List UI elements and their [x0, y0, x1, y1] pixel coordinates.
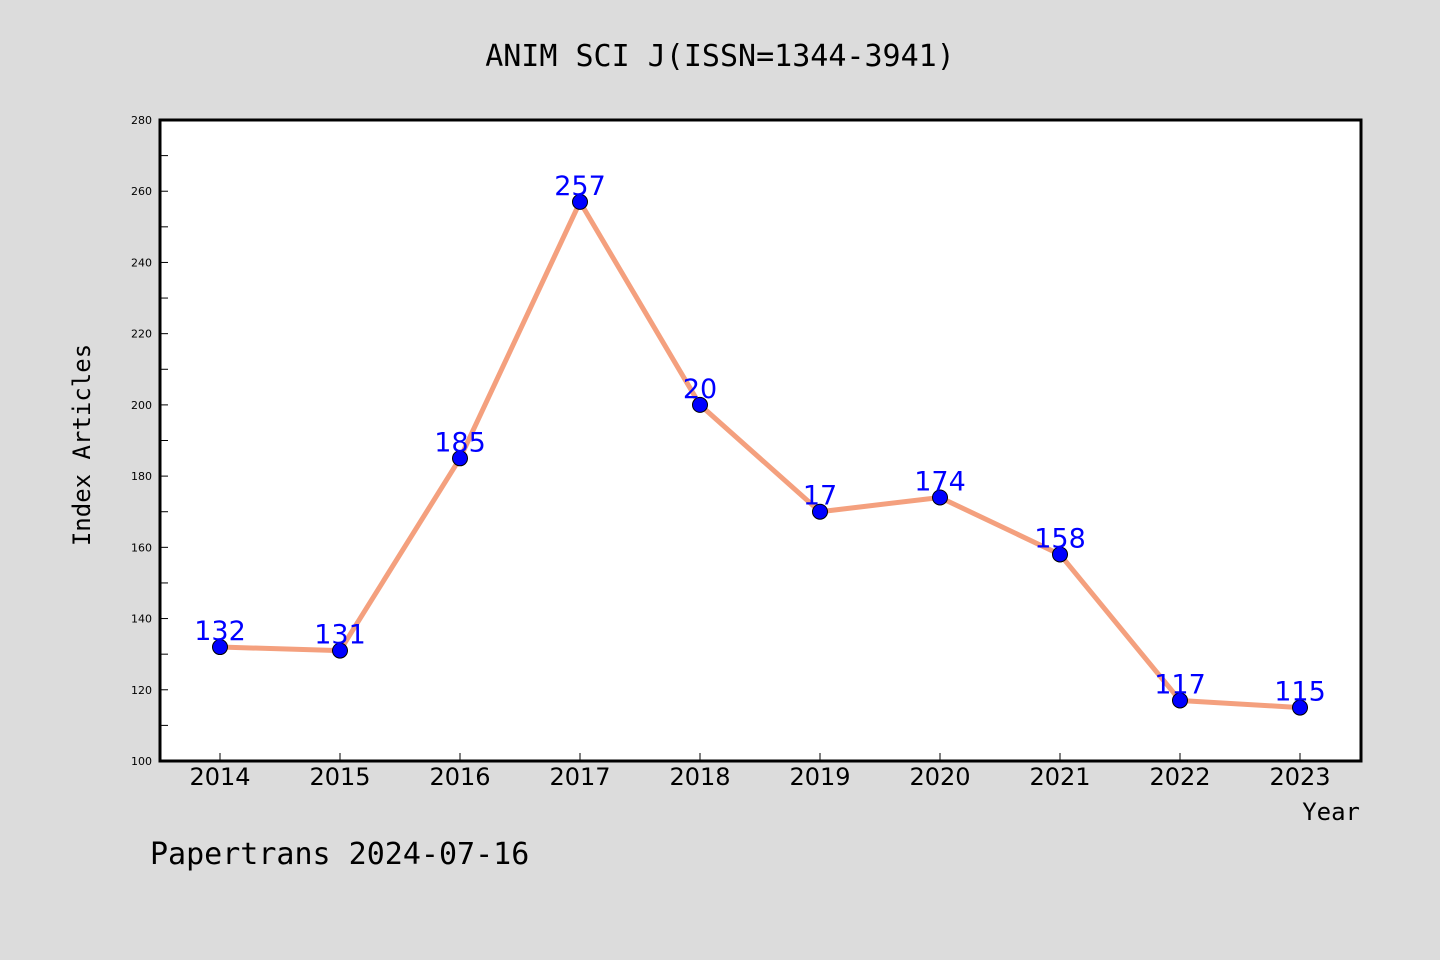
data-point [572, 193, 588, 210]
data-label: 117 [1154, 669, 1206, 700]
x-tick-label: 2018 [669, 763, 730, 791]
y-tick-label: 260 [131, 185, 152, 198]
plot-frame [158, 118, 1363, 763]
data-label: 132 [194, 616, 246, 647]
y-axis-ticks: 100 120 140 160 180 200 220 240 260 280 [131, 114, 168, 768]
chart-title: ANIM SCI J(ISSN=1344-3941) [485, 39, 955, 74]
data-label: 115 [1274, 677, 1326, 708]
x-tick-label: 2021 [1029, 763, 1090, 791]
data-labels: 132 131 185 257 20 17 174 158 117 115 [194, 171, 1326, 708]
data-point [452, 450, 468, 467]
data-label: 17 [803, 481, 837, 512]
data-label: 185 [434, 427, 486, 458]
y-tick-label: 280 [131, 114, 152, 127]
data-point [1292, 699, 1308, 716]
x-axis-label: Year [1302, 798, 1360, 826]
x-tick-label: 2020 [909, 763, 970, 791]
y-tick-label: 140 [131, 613, 152, 626]
plot-area [160, 120, 1361, 761]
data-point [1052, 546, 1068, 563]
x-axis-ticks: 2014 2015 2016 2017 2018 2019 2020 2021 2022 2023 [189, 753, 1331, 791]
y-tick-label: 100 [131, 755, 152, 768]
y-tick-label: 120 [131, 684, 152, 697]
x-tick-label: 2022 [1149, 763, 1210, 791]
y-tick-label: 180 [131, 470, 152, 483]
x-tick-label: 2016 [429, 763, 490, 791]
y-tick-label: 160 [131, 541, 152, 554]
series-line [217, 199, 1303, 711]
x-tick-label: 2023 [1269, 763, 1330, 791]
x-tick-label: 2017 [549, 763, 610, 791]
data-point [332, 642, 348, 659]
data-label: 257 [554, 171, 606, 202]
data-label: 158 [1034, 523, 1086, 554]
data-label: 131 [314, 620, 366, 651]
data-label: 174 [914, 466, 966, 497]
x-tick-label: 2019 [789, 763, 850, 791]
y-tick-label: 240 [131, 256, 152, 269]
data-point [932, 489, 948, 506]
footer-watermark: Papertrans 2024-07-16 [150, 837, 529, 872]
data-point [692, 396, 708, 413]
y-tick-label: 220 [131, 328, 152, 341]
data-point [812, 503, 828, 520]
y-tick-label: 200 [131, 399, 152, 412]
data-label: 20 [683, 374, 717, 405]
data-point [212, 639, 228, 656]
y-axis-label: Index Articles [68, 344, 96, 546]
x-tick-label: 2015 [309, 763, 370, 791]
data-markers [212, 193, 1308, 716]
data-point [1172, 692, 1188, 709]
x-tick-label: 2014 [189, 763, 250, 791]
